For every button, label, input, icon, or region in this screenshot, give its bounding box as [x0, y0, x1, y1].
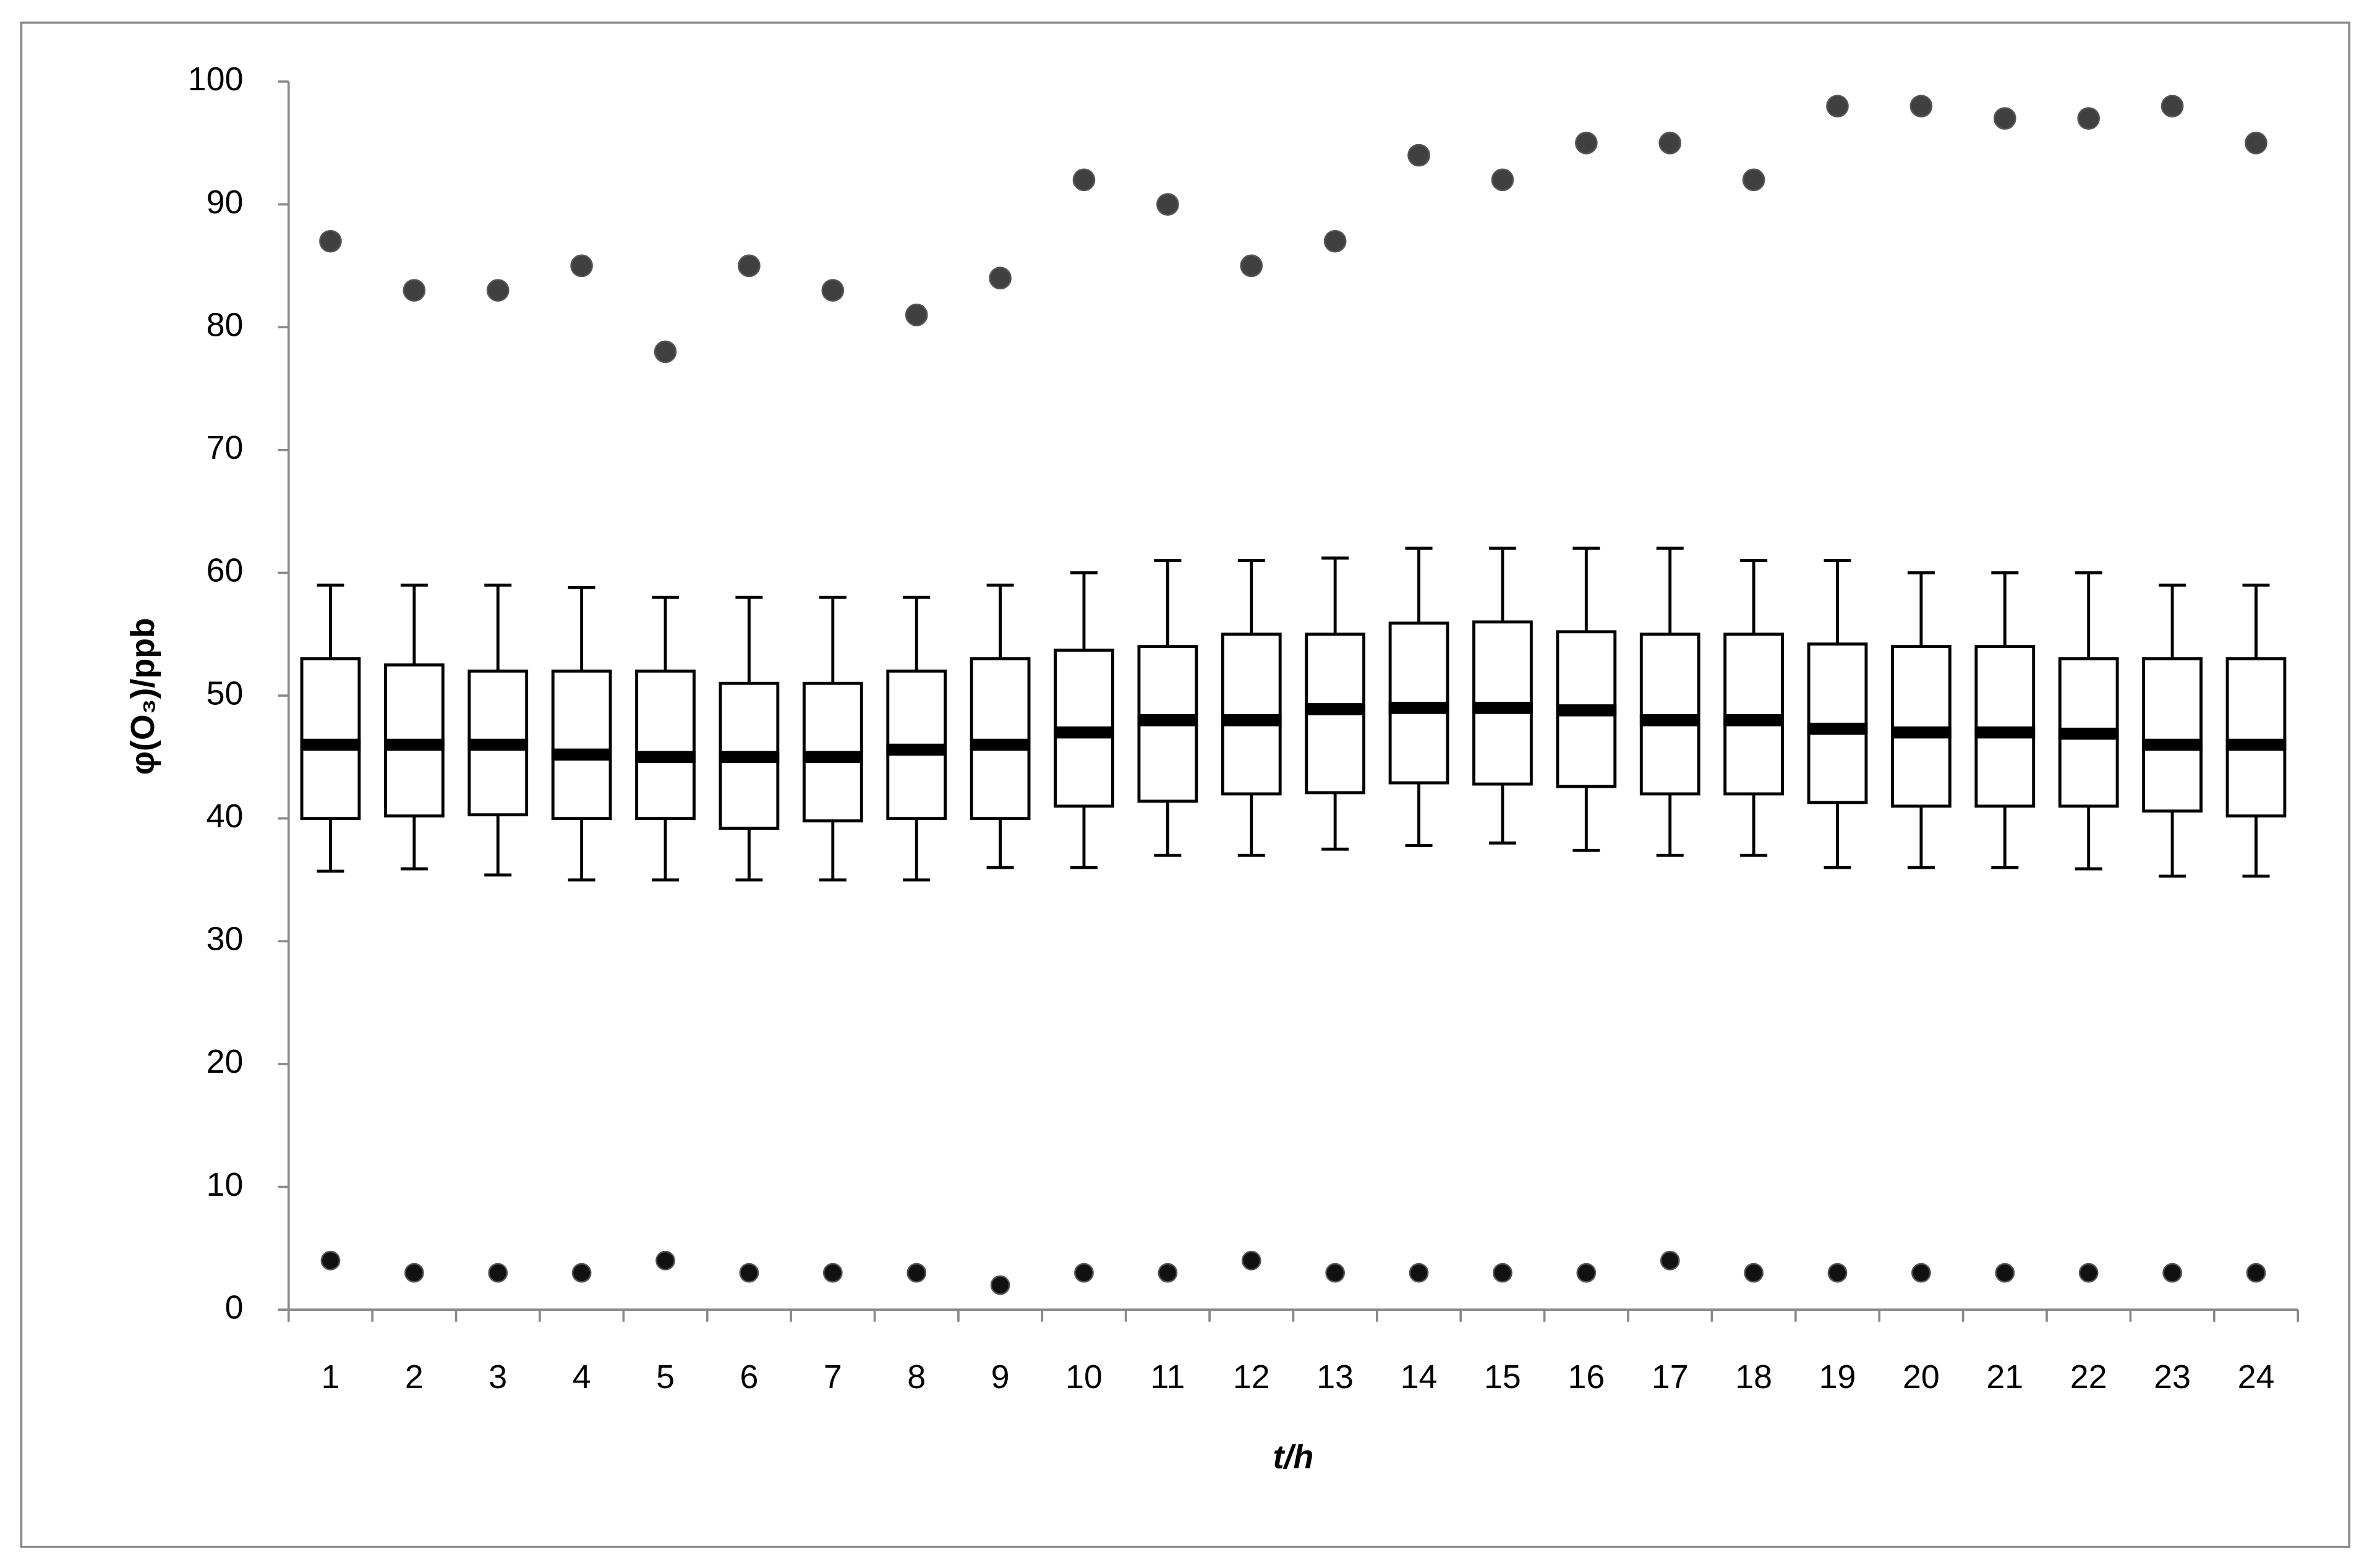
outlier-low [1911, 1263, 1931, 1283]
y-tick-label: 50 [207, 675, 244, 712]
outlier-high [1993, 107, 2016, 130]
outlier-low [1660, 1250, 1680, 1271]
box [300, 657, 361, 820]
x-tick-label: 17 [1652, 1358, 1689, 1395]
box [551, 669, 612, 820]
y-tick-label: 30 [207, 921, 244, 958]
x-tick-label: 10 [1065, 1358, 1103, 1395]
x-tick-label: 13 [1316, 1358, 1354, 1395]
y-tick-label: 90 [207, 184, 244, 221]
box [1891, 645, 1952, 808]
outlier-high [1491, 168, 1514, 192]
outlier-low [571, 1263, 592, 1283]
outlier-low [1995, 1263, 2015, 1283]
outlier-high [1156, 193, 1179, 216]
outlier-low [1409, 1263, 1429, 1283]
y-tick-label: 0 [225, 1289, 244, 1326]
box [635, 669, 696, 820]
outlier-low [739, 1263, 759, 1283]
outlier-high [821, 279, 845, 302]
x-tick-label: 5 [656, 1358, 675, 1395]
y-tick-label: 60 [207, 552, 244, 589]
y-tick-label: 20 [207, 1043, 244, 1080]
outlier-low [320, 1250, 341, 1271]
x-tick-label: 22 [2070, 1358, 2107, 1395]
x-tick-label: 19 [1819, 1358, 1856, 1395]
outlier-low [655, 1250, 675, 1271]
y-tick-label: 40 [207, 798, 244, 835]
outlier-high [319, 229, 342, 253]
box [1974, 645, 2036, 808]
outlier-high [1240, 254, 1263, 278]
x-tick-label: 3 [488, 1358, 507, 1395]
outlier-low [1074, 1263, 1094, 1283]
outlier-high [403, 279, 426, 302]
x-tick-label: 7 [824, 1358, 842, 1395]
outlier-high [905, 304, 928, 326]
box [1723, 633, 1784, 796]
outlier-low [1744, 1263, 1764, 1283]
x-tick-label: 12 [1233, 1358, 1270, 1395]
outlier-high [1658, 131, 1682, 155]
x-tick-label: 14 [1401, 1358, 1438, 1395]
outlier-low [1493, 1263, 1512, 1283]
outlier-high [1407, 143, 1430, 167]
y-tick-label: 80 [207, 306, 244, 343]
outlier-high [2161, 95, 2184, 117]
y-tick-label: 10 [207, 1166, 244, 1203]
outlier-low [1241, 1250, 1261, 1271]
x-tick-label: 23 [2154, 1358, 2191, 1395]
box [1221, 633, 1282, 796]
outlier-high [989, 266, 1012, 290]
outlier-low [1576, 1263, 1597, 1283]
x-tick-label: 6 [740, 1358, 758, 1395]
outlier-high [654, 340, 677, 364]
box [970, 657, 1031, 820]
outlier-high [570, 254, 593, 278]
outlier-high [2245, 131, 2267, 155]
outlier-high [1826, 95, 1849, 117]
y-axis-title: φ(O₃)/ppb [124, 618, 161, 775]
outlier-high [1909, 95, 1933, 117]
x-tick-label: 1 [322, 1358, 340, 1395]
x-tick-label: 20 [1903, 1358, 1940, 1395]
outlier-low [488, 1263, 508, 1283]
box [1639, 633, 1700, 796]
outlier-low [404, 1263, 424, 1283]
outlier-low [1827, 1263, 1848, 1283]
outlier-high [1742, 168, 1765, 192]
outlier-low [907, 1263, 927, 1283]
outlier-low [2246, 1263, 2266, 1283]
outlier-high [1072, 168, 1096, 192]
x-axis-title: t/h [1273, 1438, 1314, 1475]
x-tick-label: 15 [1484, 1358, 1521, 1395]
x-tick-label: 16 [1568, 1358, 1605, 1395]
x-tick-label: 2 [405, 1358, 424, 1395]
outlier-low [2078, 1263, 2099, 1283]
x-tick-label: 8 [907, 1358, 926, 1395]
outlier-high [1575, 131, 1598, 155]
outlier-high [738, 254, 761, 278]
outlier-high [2077, 107, 2101, 130]
box [2142, 657, 2203, 813]
x-tick-label: 21 [1986, 1358, 2023, 1395]
outlier-low [990, 1275, 1010, 1295]
outlier-low [1158, 1263, 1178, 1283]
x-tick-label: 9 [991, 1358, 1010, 1395]
box [2225, 657, 2287, 818]
x-tick-label: 18 [1735, 1358, 1772, 1395]
outlier-low [1325, 1263, 1346, 1283]
outlier-high [486, 279, 510, 302]
outlier-high [1323, 229, 1347, 253]
outlier-low [822, 1263, 843, 1283]
outlier-low [2162, 1263, 2182, 1283]
y-tick-label: 70 [207, 429, 244, 466]
x-tick-label: 4 [573, 1358, 591, 1395]
y-tick-label: 100 [188, 61, 244, 98]
x-tick-label: 11 [1150, 1358, 1185, 1395]
x-tick-label: 24 [2238, 1358, 2275, 1395]
